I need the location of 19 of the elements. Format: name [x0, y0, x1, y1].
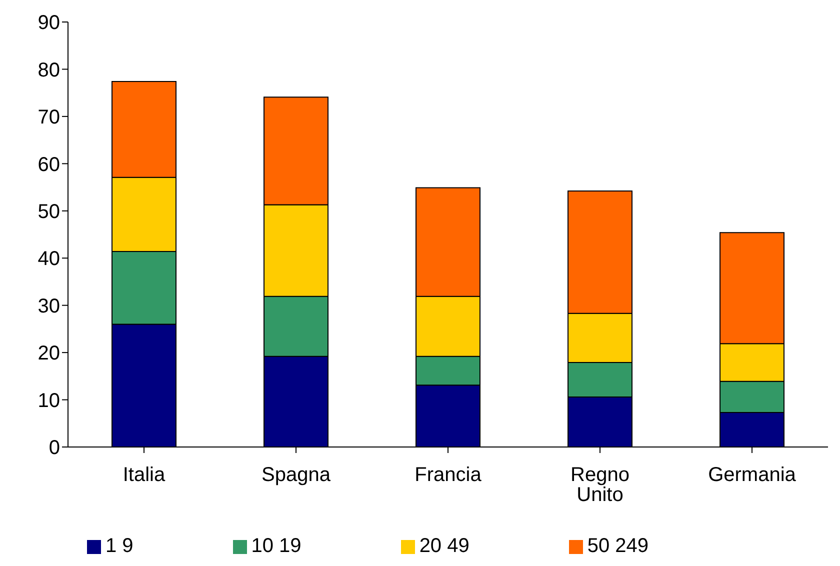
y-tick-label: 20 — [38, 342, 60, 365]
x-tick-label: Germania — [708, 464, 797, 486]
y-tick-label: 30 — [38, 295, 60, 318]
y-tick-label: 60 — [38, 154, 60, 176]
y-tick-label: 0 — [48, 437, 60, 460]
legend-label: 50 249 — [587, 535, 649, 557]
y-tick-label: 90 — [38, 12, 60, 34]
legend-label: 1 9 — [105, 535, 134, 557]
y-tick-label: 50 — [38, 200, 60, 223]
y-tick-label: 40 — [38, 248, 60, 270]
x-tick-label: Francia — [414, 464, 482, 486]
x-tick-label: Italia — [122, 464, 166, 486]
y-tick-label: 70 — [38, 106, 60, 129]
legend-label: 20 49 — [419, 535, 470, 557]
x-tick-label: Regno Unito — [570, 464, 630, 506]
y-tick-label: 10 — [38, 390, 60, 412]
legend-label: 10 19 — [251, 535, 302, 557]
x-tick-label: Spagna — [262, 464, 332, 486]
y-tick-label: 80 — [38, 59, 60, 82]
